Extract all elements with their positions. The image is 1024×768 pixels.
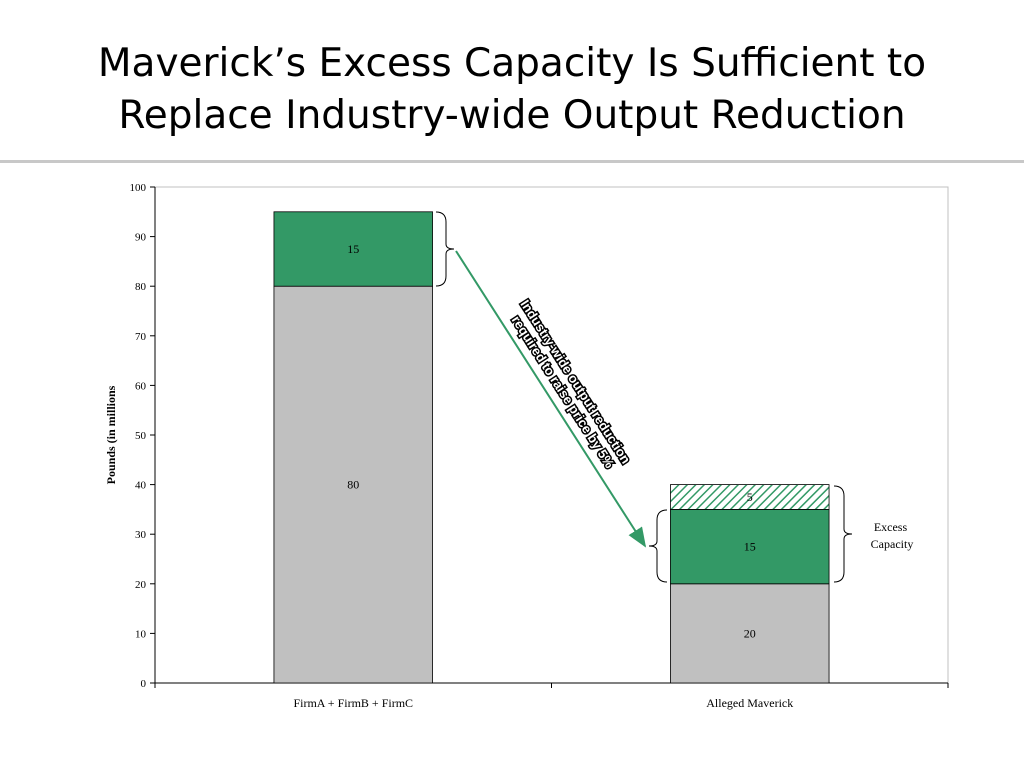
bar-segment [670, 583, 830, 684]
excess-capacity-label: Excess Capacity [871, 520, 914, 551]
bar-segment [670, 484, 830, 510]
y-tick-label: 10 [135, 628, 147, 640]
reduction-arrow [455, 250, 647, 548]
arrow-annotation-line-2: required to raise price by 5% [509, 313, 618, 471]
data-label: 80 [347, 478, 359, 492]
title-divider [0, 160, 1024, 163]
y-tick-label: 30 [135, 529, 147, 541]
y-tick-label: 80 [135, 281, 147, 293]
bar-segment [273, 285, 433, 684]
x-category-label: Alleged Maverick [706, 696, 793, 710]
title-line-1: Maverick’s Excess Capacity Is Sufficient… [97, 41, 927, 86]
arrow-annotation: Industry-wide output reduction required … [504, 297, 635, 478]
data-label: 15 [347, 242, 359, 256]
reduction-bracket [435, 211, 455, 287]
data-label: 20 [744, 626, 756, 640]
left-bracket [648, 509, 668, 583]
bar-segment [273, 211, 433, 287]
excess-capacity-line-1: Excess [874, 520, 908, 534]
y-tick-label: 90 [135, 232, 147, 244]
y-tick-label: 50 [135, 430, 147, 442]
data-label: 5 [747, 490, 753, 504]
bar-segment [670, 508, 830, 585]
excess-capacity-bracket [833, 485, 853, 583]
y-tick-label: 20 [135, 579, 147, 591]
excess-capacity-line-2: Capacity [871, 537, 914, 551]
arrow-annotation-line-1: Industry-wide output reduction [518, 297, 634, 466]
y-tick-label: 100 [130, 182, 147, 194]
x-category-label: FirmA + FirmB + FirmC [293, 696, 413, 710]
title-line-2: Replace Industry-wide Output Reduction [118, 93, 906, 138]
y-tick-label: 0 [141, 678, 147, 690]
data-label: 15 [744, 540, 756, 554]
y-tick-label: 60 [135, 380, 147, 392]
y-tick-label: 40 [135, 480, 147, 492]
y-axis-label: Pounds (in millions [104, 385, 118, 484]
y-tick-label: 70 [135, 331, 147, 343]
slide-title: Maverick’s Excess Capacity Is Sufficient… [0, 38, 1024, 142]
